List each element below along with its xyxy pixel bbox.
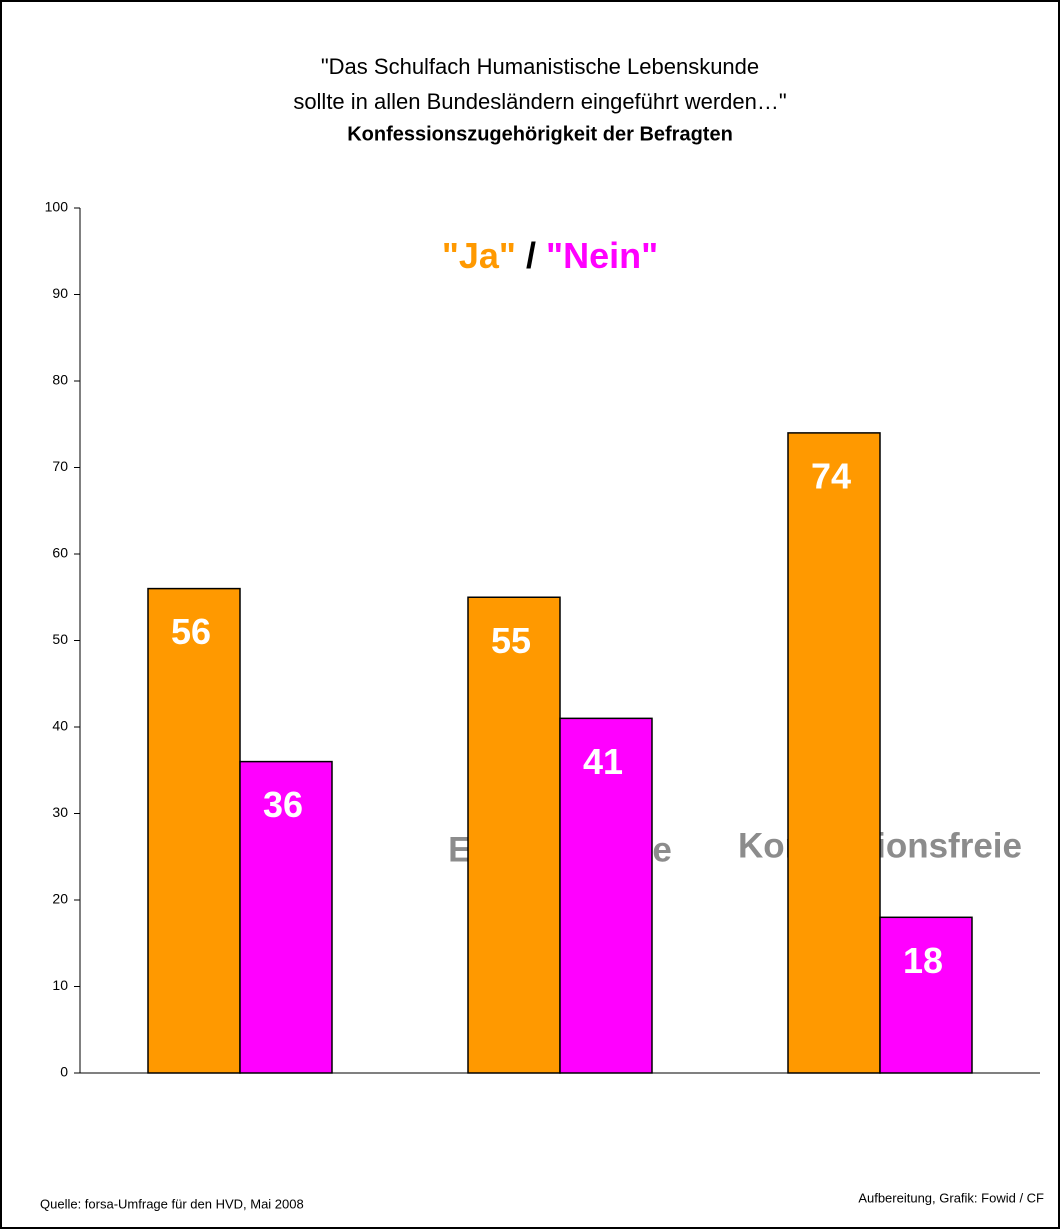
y-tick-label: 0 bbox=[60, 1064, 68, 1080]
y-tick-label: 20 bbox=[52, 891, 68, 907]
y-tick-label: 90 bbox=[52, 285, 68, 301]
y-tick-label: 50 bbox=[52, 631, 68, 647]
bar bbox=[239, 760, 333, 1074]
data-label: 56 bbox=[171, 611, 211, 652]
bar bbox=[559, 717, 653, 1074]
data-label: 18 bbox=[903, 940, 943, 981]
y-tick-label: 80 bbox=[52, 372, 68, 388]
y-tick-label: 40 bbox=[52, 718, 68, 734]
chart-title: "Das Schulfach Humanistische Lebenskunde bbox=[321, 54, 759, 79]
data-label: 55 bbox=[491, 620, 531, 661]
legend-entry: "Nein" bbox=[546, 235, 658, 276]
bar bbox=[147, 587, 241, 1074]
data-label: 36 bbox=[263, 784, 303, 825]
data-label: 41 bbox=[583, 741, 623, 782]
source: Quelle: forsa-Umfrage für den HVD, Mai 2… bbox=[40, 1196, 304, 1211]
y-tick-label: 70 bbox=[52, 458, 68, 474]
chart-title: sollte in allen Bundesländern eingeführt… bbox=[293, 89, 786, 114]
y-tick-label: 60 bbox=[52, 545, 68, 561]
y-tick-label: 100 bbox=[45, 199, 69, 215]
bar bbox=[879, 916, 973, 1074]
y-tick-label: 10 bbox=[52, 977, 68, 993]
legend-separator: / bbox=[526, 235, 536, 276]
bar bbox=[467, 596, 561, 1074]
y-tick-label: 30 bbox=[52, 804, 68, 820]
bar bbox=[787, 432, 881, 1074]
legend-entry: "Ja" bbox=[442, 235, 516, 276]
chart-subtitle: Konfessionszugehörigkeit der Befragten bbox=[347, 123, 733, 145]
credit: Aufbereitung, Grafik: Fowid / CF bbox=[858, 1190, 1044, 1205]
legend: "Ja" / "Nein" bbox=[442, 235, 658, 276]
data-label: 74 bbox=[811, 455, 851, 496]
